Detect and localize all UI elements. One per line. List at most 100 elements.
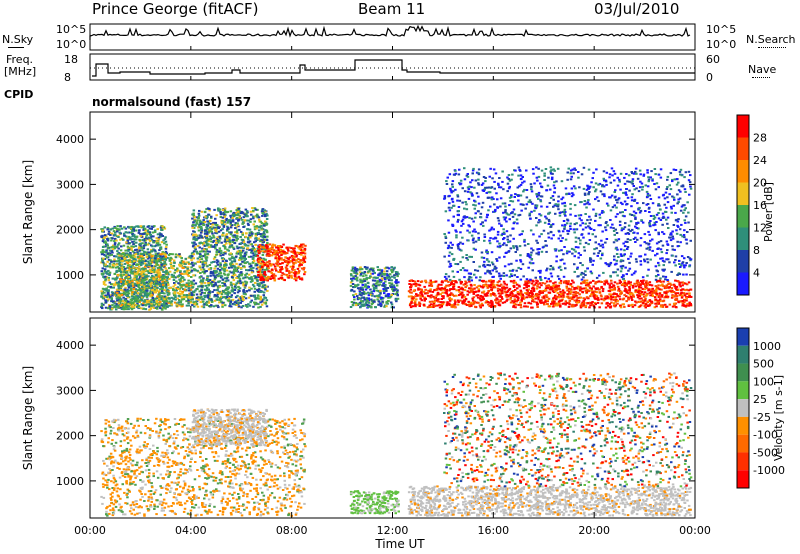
power-cell <box>140 246 143 249</box>
power-cell <box>106 239 110 242</box>
power-cell <box>138 276 142 279</box>
power-cell <box>216 286 220 289</box>
power-cell <box>229 233 233 236</box>
power-cell <box>685 297 688 300</box>
power-cell <box>197 212 201 215</box>
power-cell <box>137 304 141 307</box>
power-cell <box>117 228 120 231</box>
power-cell <box>281 262 284 265</box>
power-cell <box>191 298 194 301</box>
power-cell <box>177 288 180 290</box>
power-cell <box>242 247 245 250</box>
power-cell <box>134 249 137 252</box>
power-cell <box>151 245 154 248</box>
power-cell <box>286 263 290 265</box>
power-cell <box>143 275 146 278</box>
power-cell <box>631 284 635 287</box>
power-cell <box>240 210 243 213</box>
power-cell <box>230 305 233 308</box>
power-cell <box>156 286 159 289</box>
power-cell <box>138 284 141 287</box>
power-cell <box>254 253 257 256</box>
power-cell <box>160 241 164 244</box>
power-cell <box>569 291 573 294</box>
power-cell <box>210 283 214 286</box>
power-cell <box>273 265 277 268</box>
power-cell <box>123 299 126 302</box>
power-cell <box>174 296 177 299</box>
power-cell <box>164 247 168 250</box>
power-cell <box>102 241 106 244</box>
power-cell <box>250 234 253 237</box>
power-cell <box>369 305 373 308</box>
power-cell <box>115 269 118 272</box>
power-cell <box>108 294 112 297</box>
power-cell <box>163 289 166 292</box>
power-cell <box>198 258 202 261</box>
power-cell <box>221 233 224 236</box>
power-cell <box>103 270 107 273</box>
power-cell <box>301 246 304 249</box>
power-cell <box>113 225 116 228</box>
power-cell <box>130 226 133 228</box>
power-cell <box>131 250 135 253</box>
power-cell <box>505 295 508 298</box>
power-cell <box>131 291 134 294</box>
power-cell <box>133 251 136 254</box>
power-cell <box>140 272 144 275</box>
power-cell <box>136 260 140 263</box>
power-cell <box>161 252 164 255</box>
power-cell <box>353 266 357 269</box>
power-cell <box>219 254 222 257</box>
power-cell <box>210 236 213 239</box>
power-cell <box>129 289 132 292</box>
power-cell <box>104 255 107 258</box>
power-cell <box>141 261 144 264</box>
power-cell <box>170 273 174 276</box>
power-cell <box>111 248 115 251</box>
power-cell <box>397 281 400 284</box>
power-cell <box>209 244 213 247</box>
power-cell <box>371 302 375 304</box>
power-cell <box>198 246 201 249</box>
power-cell <box>158 253 162 256</box>
power-cell <box>547 297 551 300</box>
power-cell <box>192 230 195 233</box>
power-cell <box>221 209 225 211</box>
power-cell <box>266 289 269 292</box>
power-cell <box>204 284 207 287</box>
power-cell <box>135 253 138 256</box>
power-cell <box>281 272 284 275</box>
power-cell <box>117 287 121 290</box>
power-cell <box>168 258 171 261</box>
power-cell <box>361 287 364 290</box>
power-cell <box>670 287 674 290</box>
power-cell <box>166 281 169 284</box>
power-cell <box>593 302 597 304</box>
power-cell <box>217 241 220 244</box>
power-cell <box>153 245 157 248</box>
power-cell <box>358 297 361 300</box>
power-cell <box>239 271 242 274</box>
power-cell <box>265 229 269 232</box>
power-cell <box>236 222 239 225</box>
power-cell <box>153 269 156 272</box>
power-cell <box>163 275 166 278</box>
power-cell <box>677 300 680 303</box>
power-cell <box>377 290 381 293</box>
power-cell <box>275 246 278 249</box>
power-cell <box>172 279 176 281</box>
power-cell <box>428 295 431 298</box>
power-cell <box>208 291 211 294</box>
power-cell <box>113 272 117 275</box>
power-cell <box>204 230 207 233</box>
power-cell <box>197 229 201 232</box>
power-cell <box>228 246 231 249</box>
power-cell <box>386 287 390 289</box>
power-cell <box>223 207 227 210</box>
power-cell <box>350 279 354 282</box>
power-cell <box>102 230 105 233</box>
power-cell <box>217 251 221 253</box>
power-cell <box>372 276 375 279</box>
power-cell <box>387 296 390 299</box>
